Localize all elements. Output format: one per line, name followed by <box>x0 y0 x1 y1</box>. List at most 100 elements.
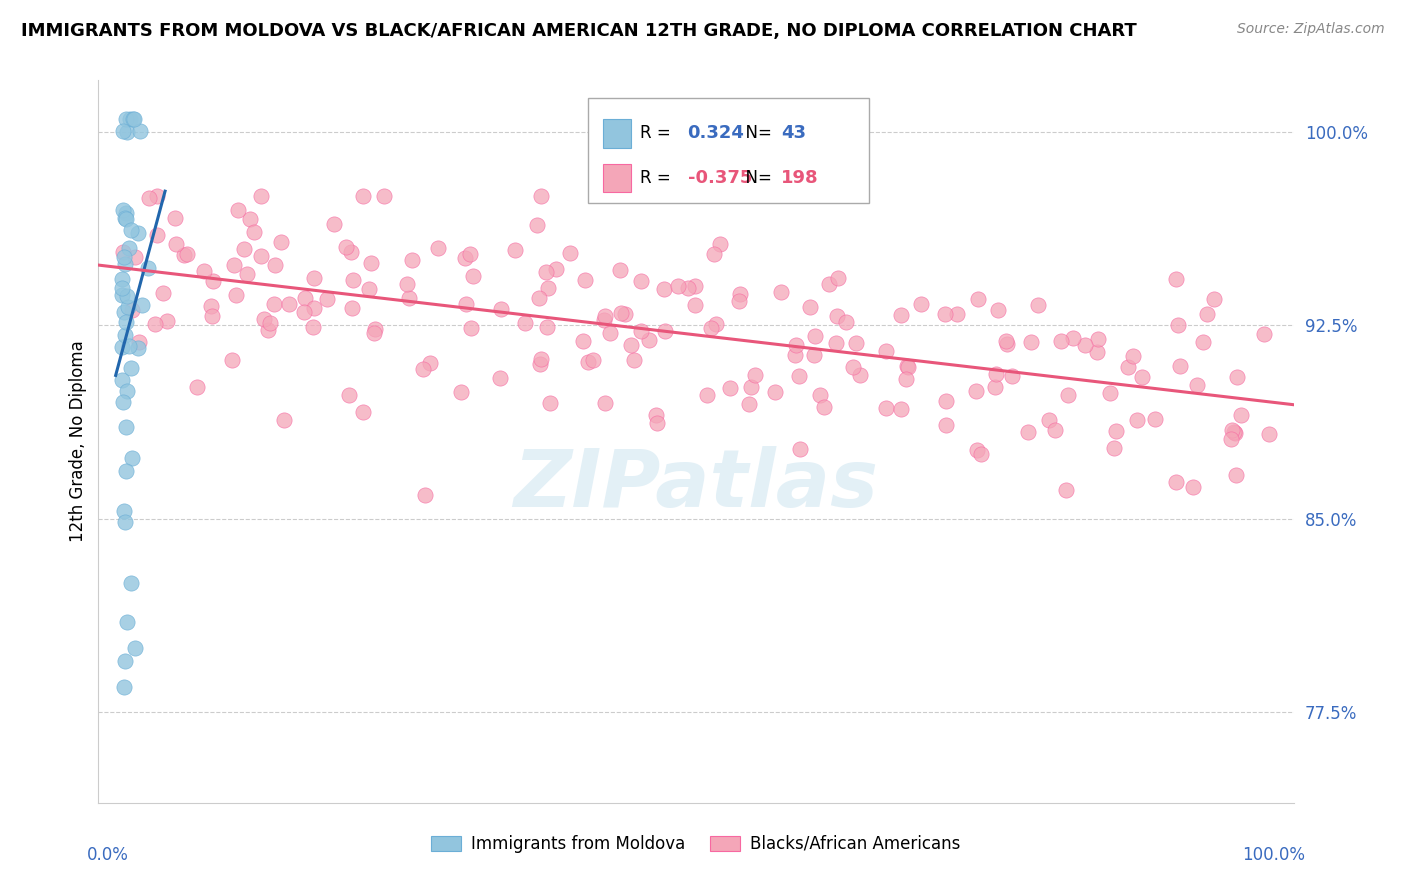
Point <box>396 277 419 292</box>
Point <box>720 381 742 395</box>
Point <box>1166 271 1188 285</box>
Point <box>117 300 139 314</box>
Text: 0.0%: 0.0% <box>87 847 128 864</box>
Point <box>222 258 245 272</box>
Point <box>1098 386 1121 401</box>
Point <box>763 385 786 400</box>
Point <box>412 362 434 376</box>
Point <box>1223 425 1246 439</box>
Point <box>644 408 666 422</box>
Point <box>1197 307 1219 321</box>
Point <box>799 300 821 314</box>
Point <box>114 256 136 270</box>
Point <box>769 285 792 300</box>
Point <box>1049 334 1071 348</box>
Point <box>357 282 380 296</box>
Point <box>599 326 621 340</box>
Point <box>683 279 706 293</box>
Point <box>114 327 136 342</box>
Point <box>630 324 652 338</box>
Point <box>744 368 766 382</box>
Point <box>824 336 846 351</box>
Point <box>121 223 143 237</box>
Point <box>1105 424 1128 438</box>
Point <box>340 301 363 315</box>
Point <box>638 333 661 347</box>
Point <box>699 321 721 335</box>
Point <box>623 352 645 367</box>
Point <box>302 319 325 334</box>
Point <box>118 338 141 352</box>
Point <box>935 417 957 432</box>
Point <box>250 249 273 263</box>
Point <box>804 329 827 343</box>
Text: R =: R = <box>640 124 676 142</box>
Point <box>489 371 512 385</box>
Point <box>352 405 374 419</box>
Point <box>740 380 762 394</box>
Point <box>322 217 344 231</box>
Point <box>789 442 811 456</box>
Point <box>785 338 807 352</box>
Point <box>114 654 136 668</box>
Point <box>294 291 316 305</box>
Point <box>728 287 751 301</box>
Point <box>1130 370 1153 384</box>
Point <box>112 251 135 265</box>
Point <box>233 242 256 256</box>
Point <box>111 272 134 286</box>
Point <box>966 442 988 457</box>
Point <box>1043 423 1066 437</box>
Point <box>845 336 868 351</box>
Point <box>292 304 315 318</box>
Point <box>803 347 825 361</box>
Point <box>544 262 567 277</box>
Point <box>115 289 138 303</box>
Point <box>1230 408 1253 422</box>
Point <box>120 112 142 127</box>
Point <box>946 307 969 321</box>
Point <box>120 360 142 375</box>
Point <box>122 112 145 126</box>
Point <box>986 367 1008 381</box>
Point <box>995 334 1018 349</box>
Point <box>201 309 224 323</box>
Point <box>454 252 477 266</box>
Point <box>145 189 167 203</box>
Point <box>654 324 676 338</box>
Point <box>704 317 727 331</box>
Point <box>111 340 134 354</box>
Point <box>340 245 363 260</box>
Point <box>263 258 285 272</box>
Point <box>609 263 631 277</box>
Point <box>373 189 395 203</box>
Point <box>574 272 596 286</box>
Point <box>156 313 179 327</box>
Point <box>987 302 1010 317</box>
Point <box>849 368 872 383</box>
Point <box>527 291 550 305</box>
Point <box>489 302 512 317</box>
Point <box>897 360 920 375</box>
Point <box>138 191 160 205</box>
Point <box>263 296 285 310</box>
Point <box>450 385 472 400</box>
Point <box>342 273 364 287</box>
Text: R =: R = <box>640 169 676 187</box>
Text: 0.324: 0.324 <box>688 124 745 142</box>
Point <box>121 112 143 126</box>
Point <box>114 420 136 434</box>
Point <box>813 401 835 415</box>
Point <box>114 315 136 329</box>
Point <box>243 225 266 239</box>
Point <box>1122 349 1144 363</box>
Point <box>910 297 932 311</box>
Text: IMMIGRANTS FROM MOLDOVA VS BLACK/AFRICAN AMERICAN 12TH GRADE, NO DIPLOMA CORRELA: IMMIGRANTS FROM MOLDOVA VS BLACK/AFRICAN… <box>21 22 1137 40</box>
Point <box>426 241 449 255</box>
Point <box>128 124 150 138</box>
Point <box>1125 412 1147 426</box>
Point <box>1074 338 1097 352</box>
FancyBboxPatch shape <box>603 163 631 193</box>
Point <box>935 394 957 409</box>
Point <box>529 357 551 371</box>
